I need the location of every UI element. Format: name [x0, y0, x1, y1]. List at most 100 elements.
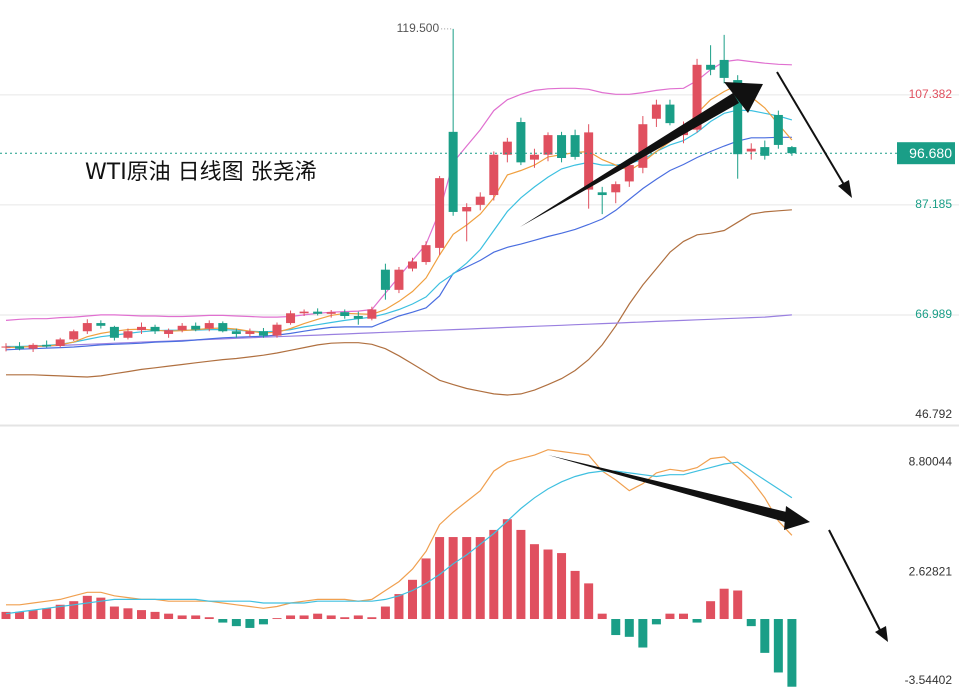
arrow-head	[838, 180, 852, 198]
macd-bar	[489, 529, 499, 620]
y-tick-label: 46.792	[915, 407, 952, 421]
candle-body	[557, 135, 567, 158]
macd-bar	[177, 615, 187, 620]
candle-body	[272, 324, 282, 336]
candle-body	[665, 104, 675, 124]
candle-body	[340, 312, 350, 316]
macd-bar	[367, 617, 377, 620]
macd-bar	[380, 606, 390, 620]
macd-bar	[760, 619, 770, 653]
macd-bar	[326, 615, 336, 620]
y-tick-label: 107.382	[909, 87, 953, 101]
candle-body	[394, 269, 404, 290]
macd-bar	[502, 519, 512, 620]
candle-body	[719, 59, 729, 78]
arrow-head	[724, 82, 763, 113]
macd-bar	[394, 594, 404, 620]
macd-bar	[258, 619, 268, 625]
macd-bar	[448, 537, 458, 620]
candle-body	[746, 148, 756, 152]
macd-bar	[597, 613, 607, 620]
indicator-line	[6, 449, 793, 609]
annotation-label: 119.500	[397, 21, 440, 35]
indicator-line	[6, 109, 793, 348]
candle-body	[638, 124, 648, 168]
candle-body	[231, 331, 241, 334]
macd-bar	[164, 613, 174, 620]
macd-bar	[286, 615, 296, 620]
candle-body	[448, 131, 458, 212]
macd-bar	[746, 619, 756, 627]
macd-bar	[692, 619, 702, 623]
macd-bar	[137, 610, 146, 620]
macd-bar	[529, 544, 539, 620]
indicator-line	[5, 314, 792, 349]
macd-bar	[611, 619, 621, 636]
last-price-label: 96.680	[909, 145, 952, 161]
y-tick-label: 8.80044	[909, 454, 953, 468]
candle-body	[353, 315, 363, 319]
candle-body	[299, 311, 309, 314]
candle-body	[380, 269, 390, 290]
arrow-head	[875, 626, 888, 642]
candle-body	[543, 135, 553, 155]
y-tick-label: 66.989	[915, 307, 952, 321]
macd-bar	[15, 611, 25, 620]
macd-bar	[719, 588, 729, 620]
candle-body	[42, 344, 52, 347]
indicator-line	[5, 461, 793, 615]
macd-bar	[313, 613, 323, 620]
candle-body	[475, 196, 485, 205]
candle-body	[96, 323, 106, 326]
macd-bar	[191, 615, 201, 620]
arrow	[828, 529, 883, 635]
candle-body	[1, 346, 11, 348]
candle-body	[109, 326, 119, 338]
macd-bar	[245, 619, 255, 628]
candle-body	[651, 104, 661, 119]
candle-body	[177, 325, 187, 331]
macd-bar	[651, 619, 661, 625]
macd-bar	[109, 606, 119, 620]
candle-body	[733, 80, 743, 155]
macd-bar	[462, 537, 472, 620]
macd-bar	[123, 608, 133, 620]
macd-bar	[435, 537, 445, 620]
candle-body	[597, 192, 607, 196]
candle-body	[326, 312, 336, 314]
macd-bar	[408, 579, 417, 620]
candle-body	[692, 64, 702, 130]
indicator-line	[6, 209, 792, 396]
macd-bar	[1, 611, 11, 620]
candle-body	[218, 323, 228, 332]
candle-body	[15, 346, 25, 349]
last-price-tag	[897, 142, 955, 165]
macd-bar	[516, 529, 526, 620]
macd-bar	[624, 619, 634, 637]
arrow-head	[784, 506, 810, 530]
macd-bar	[55, 604, 65, 620]
y-tick-label: 2.62821	[909, 564, 953, 578]
candle-body	[408, 261, 417, 269]
candle-body	[258, 331, 268, 336]
chart-title: WTI原油 日线图 张尧浠	[85, 160, 317, 185]
macd-bar	[28, 610, 38, 620]
candle-body	[69, 331, 79, 340]
y-tick-label: 87.185	[915, 197, 952, 211]
indicator-line	[5, 136, 792, 351]
candle-body	[82, 323, 92, 332]
macd-bar	[733, 590, 743, 620]
candle-body	[462, 207, 472, 212]
candle-body	[286, 313, 296, 324]
candle-body	[516, 122, 526, 163]
macd-bar	[787, 619, 797, 687]
candle-body	[55, 339, 65, 346]
candle-body	[706, 64, 716, 70]
candle-body	[204, 323, 214, 329]
candle-body	[787, 147, 797, 154]
macd-bar	[773, 619, 783, 673]
candle-body	[245, 331, 255, 334]
macd-bar	[231, 619, 241, 627]
macd-bar	[353, 615, 363, 620]
